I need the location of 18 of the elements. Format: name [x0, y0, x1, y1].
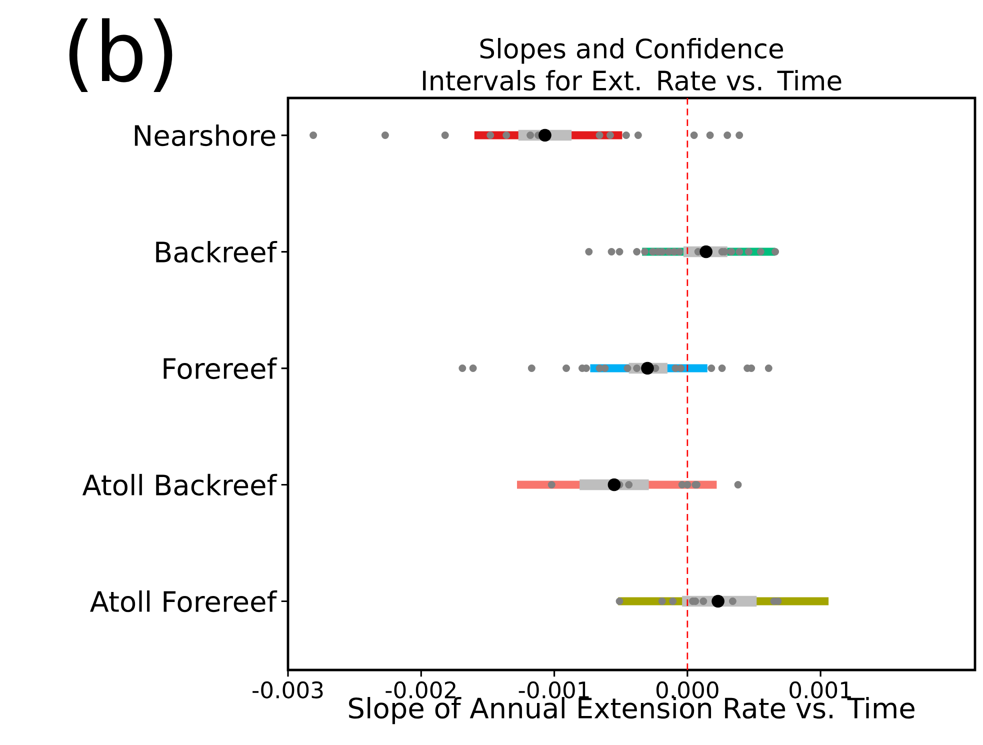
x-tick-label: 0.000	[656, 681, 718, 699]
chart-title: Slopes and Confidence Intervals for Ext. Rate vs. Time	[423, 38, 842, 91]
y-tick-label: Nearshore	[134, 124, 276, 146]
x-tick-label: 0.001	[790, 681, 851, 699]
point	[641, 362, 654, 375]
y-tick-label: Backreef	[156, 240, 278, 263]
text: (b)	[69, 18, 172, 92]
y-tick-label: Atoll Backreef	[82, 474, 278, 496]
point	[608, 478, 621, 492]
point	[700, 245, 712, 258]
x-tick-label: -0.001	[518, 681, 589, 699]
y-tick-label: Atoll Forereef	[90, 590, 278, 612]
x-tick-label: -0.002	[386, 681, 456, 699]
x-axis-title: Slope of Annual Extension Rate vs. Time	[349, 697, 914, 724]
point	[538, 128, 552, 142]
point	[712, 594, 724, 608]
x-tick-label: -0.003	[252, 681, 323, 699]
y-tick-label: Forereef	[164, 357, 278, 380]
